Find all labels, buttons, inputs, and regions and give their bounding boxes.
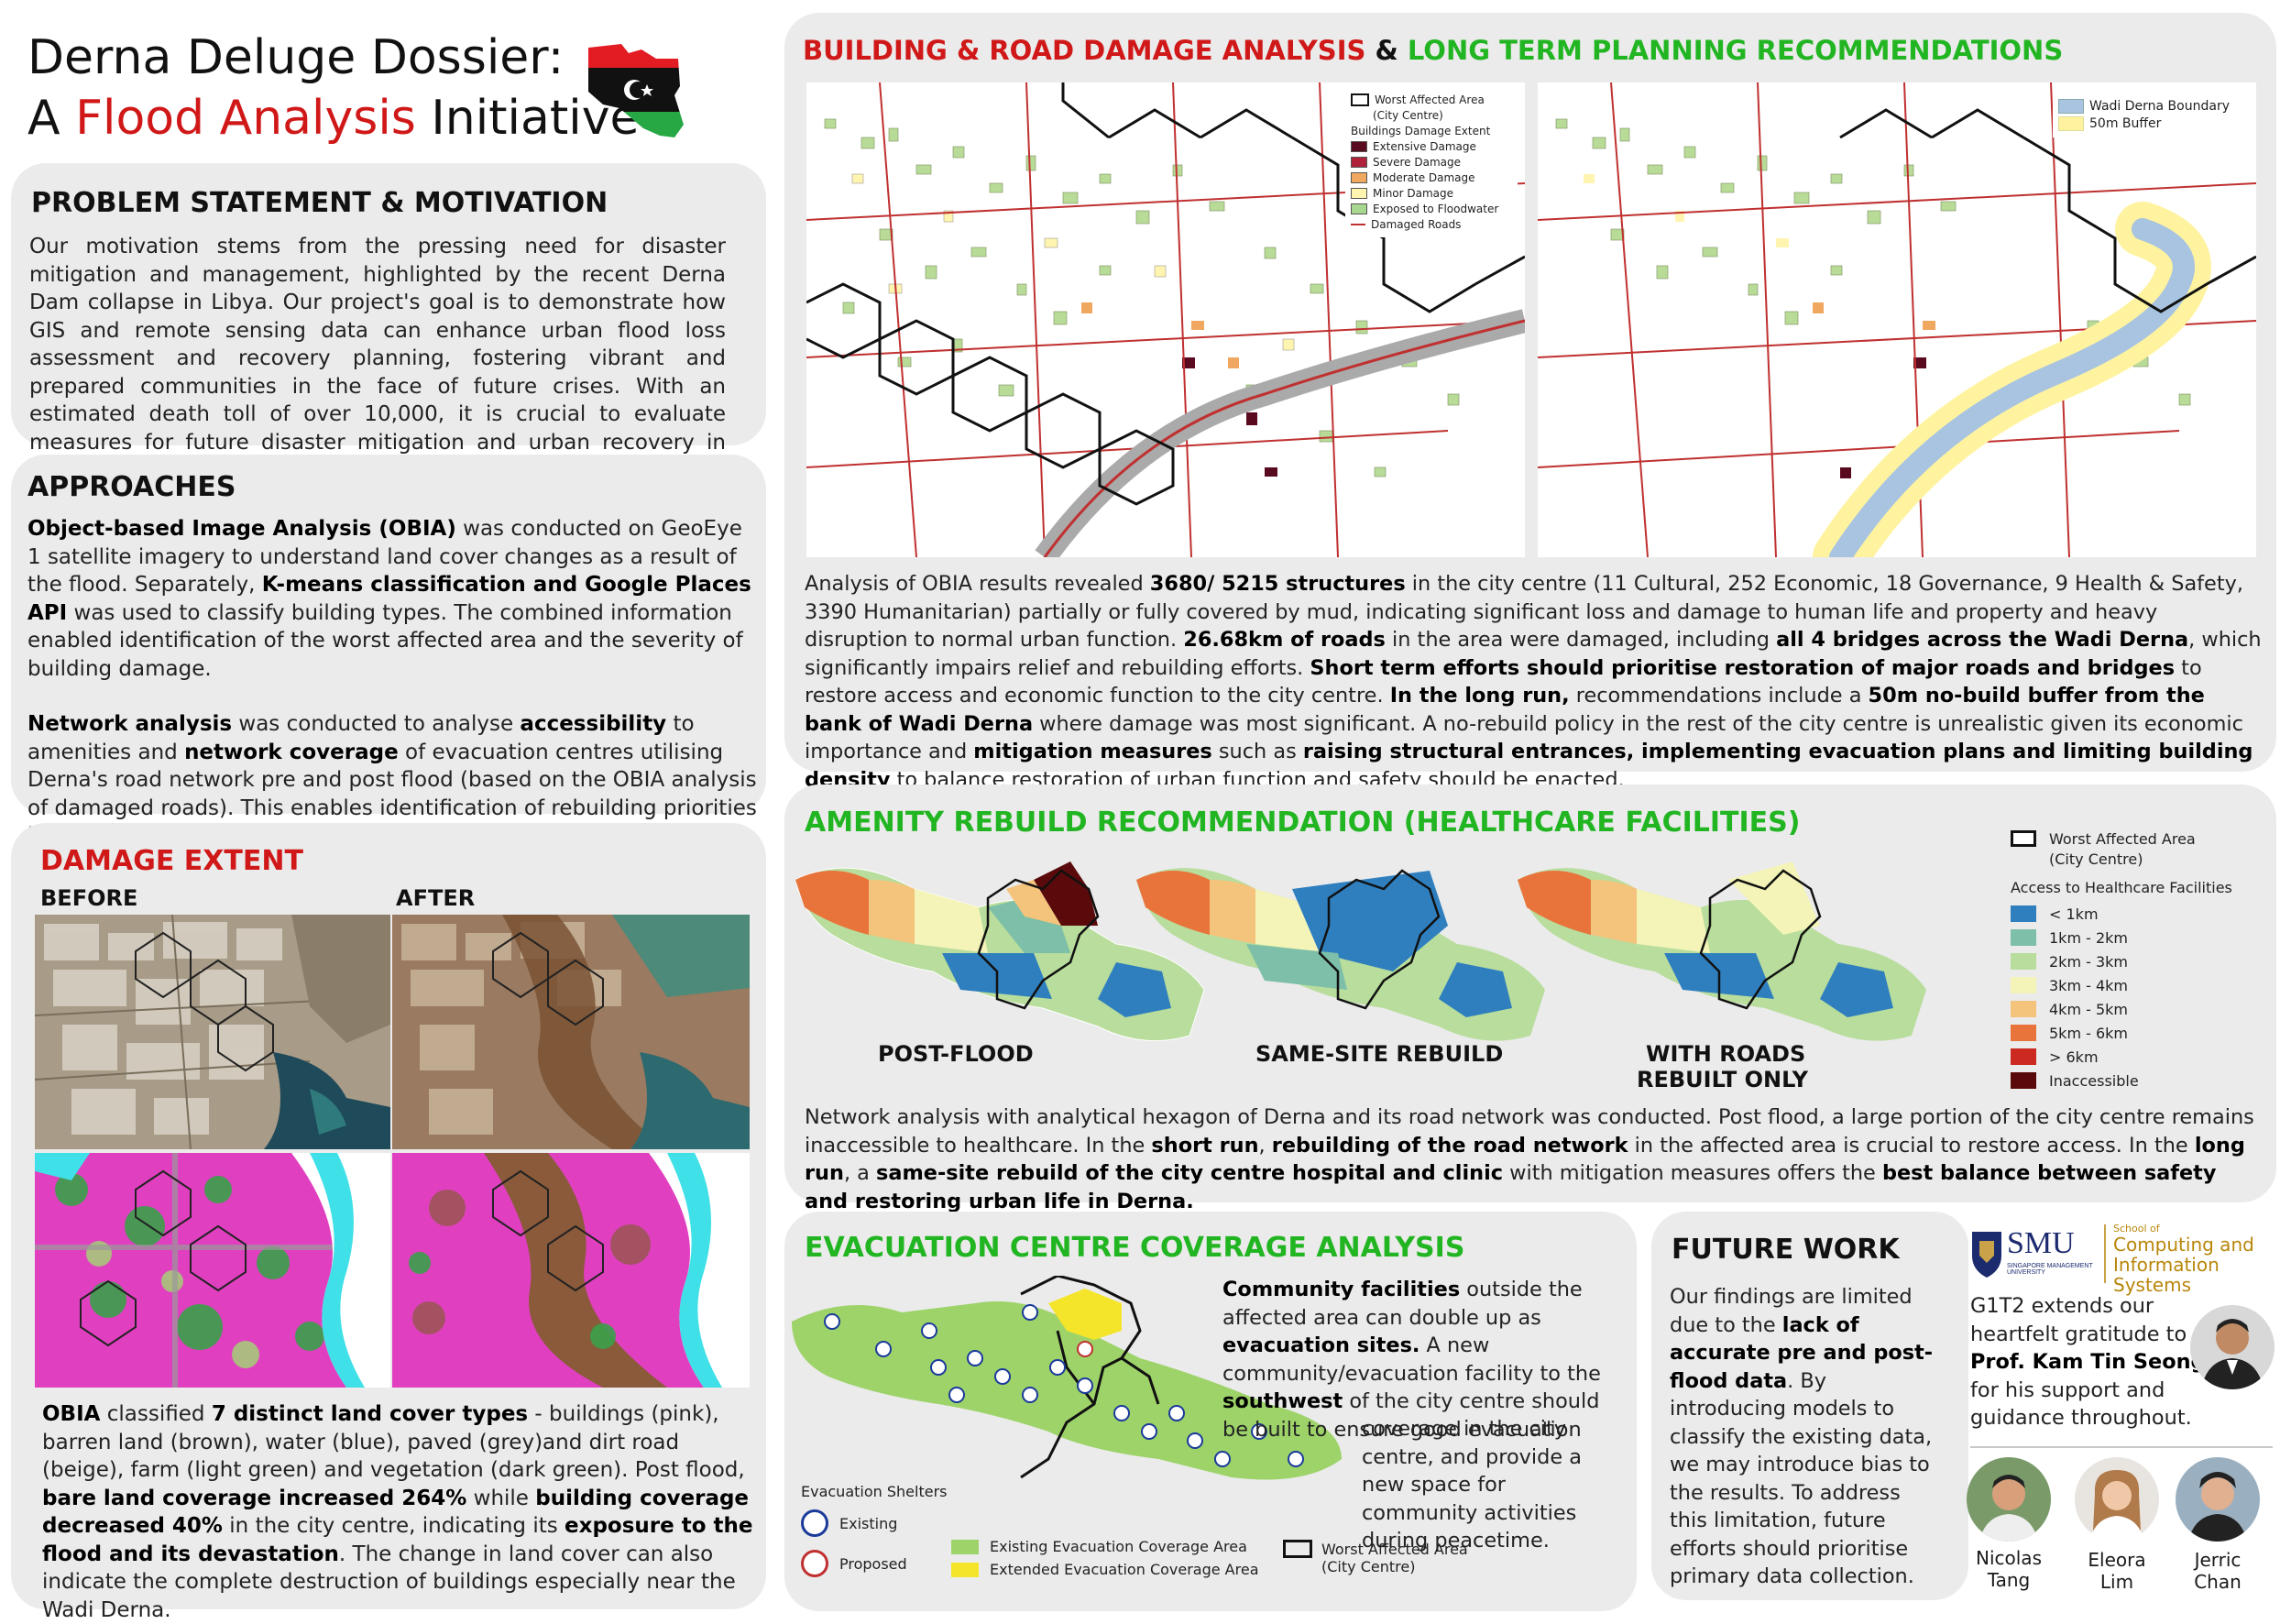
title-line-2: A Flood Analysis Initiative (27, 91, 640, 146)
hex-map-same-site (1136, 868, 1545, 1041)
damage-text: OBIA classified 7 distinct land cover ty… (42, 1402, 753, 1622)
existing-shelter-icon (801, 1509, 828, 1537)
title-accent: Flood Analysis (75, 91, 416, 146)
amenity-heading: AMENITY REBUILD RECOMMENDATION (HEALTHCA… (805, 807, 1801, 839)
landcover-before-image (35, 1153, 390, 1388)
evac-worst-legend: Worst Affected Area (City Centre) (1283, 1540, 1468, 1575)
proposed-shelter-icon (801, 1550, 828, 1577)
planning-buffer-map: Wadi Derna Boundary 50m Buffer (1538, 82, 2256, 557)
thanks-text: G1T2 extends our heartfelt gratitude to … (1970, 1294, 2206, 1430)
approaches-heading: APPROACHES (27, 471, 236, 503)
landcover-after-image (392, 1153, 750, 1388)
healthcare-legend: Worst Affected Area (City Centre) Access… (2011, 829, 2232, 1090)
problem-text: Our motivation stems from the pressing n… (29, 235, 726, 482)
title-line-1: Derna Deluge Dossier: (27, 30, 565, 85)
poster-title: Derna Deluge Dossier: A Flood Analysis I… (27, 27, 639, 148)
building-text: Analysis of OBIA results revealed 3680/ … (805, 572, 2262, 792)
after-label: AFTER (396, 885, 476, 911)
evac-coverage-legend: Existing Evacuation Coverage Area Extend… (951, 1538, 1259, 1578)
future-panel (1651, 1212, 1968, 1600)
member-name-1: Nicolas Tang (1976, 1547, 2042, 1591)
member-name-2: Eleora Lim (2088, 1549, 2146, 1593)
approaches-panel (11, 455, 766, 814)
member-avatar-3 (2176, 1457, 2260, 1542)
building-heading: BUILDING & ROAD DAMAGE ANALYSIS & LONG T… (803, 35, 2064, 66)
damage-heading: DAMAGE EXTENT (40, 845, 303, 877)
sci-divider (2104, 1224, 2106, 1283)
satellite-before-image (35, 915, 390, 1149)
libya-flag-map-icon (588, 44, 684, 137)
problem-heading: PROBLEM STATEMENT & MOTIVATION (31, 187, 608, 219)
smu-logo: SMU SINGAPORE MANAGEMENT UNIVERSITY (1968, 1223, 2102, 1279)
member-avatar-1 (1967, 1457, 2051, 1542)
problem-panel (11, 163, 766, 445)
prof-avatar (2190, 1305, 2275, 1389)
credits-divider (1970, 1446, 2273, 1448)
approaches-text: Object-based Image Analysis (OBIA) was c… (27, 517, 757, 848)
evac-heading: EVACUATION CENTRE COVERAGE ANALYSIS (805, 1232, 1465, 1264)
hex-map-post-flood (795, 861, 1204, 1042)
amenity-text: Network analysis with analytical hexagon… (805, 1105, 2254, 1213)
building-damage-map: Worst Affected Area (City Centre) Buildi… (806, 82, 1525, 557)
future-text: Our findings are limited due to the lack… (1670, 1285, 1934, 1588)
buffer-legend: Wadi Derna Boundary 50m Buffer (2053, 95, 2247, 137)
before-label: BEFORE (40, 885, 138, 911)
satellite-after-image (392, 915, 750, 1149)
evac-coverage-map (792, 1276, 1342, 1480)
evac-text-bottom: coverage in the city centre, and provide… (1362, 1417, 1582, 1553)
school-name: School of Computing and Information Syst… (2113, 1223, 2254, 1296)
member-avatar-2 (2075, 1457, 2159, 1542)
label-same-site: SAME-SITE REBUILD (1255, 1041, 1504, 1067)
hex-map-roads-rebuilt (1518, 861, 1926, 1041)
evac-text-top: Community facilities outside the affecte… (1222, 1278, 1601, 1442)
planning-buffer-map-graphic (1538, 82, 2256, 557)
member-name-3: Jerric Chan (2194, 1549, 2242, 1593)
label-rebuilt-only: REBUILT ONLY (1637, 1067, 1809, 1092)
evac-legend: Evacuation Shelters Existing Proposed (801, 1483, 947, 1577)
future-heading: FUTURE WORK (1672, 1234, 1900, 1266)
smu-crest-icon (1972, 1232, 2001, 1278)
label-post-flood: POST-FLOOD (878, 1041, 1034, 1067)
building-damage-legend: Worst Affected Area (City Centre) Buildi… (1345, 90, 1518, 237)
label-with-roads: WITH ROADS (1646, 1041, 1806, 1067)
